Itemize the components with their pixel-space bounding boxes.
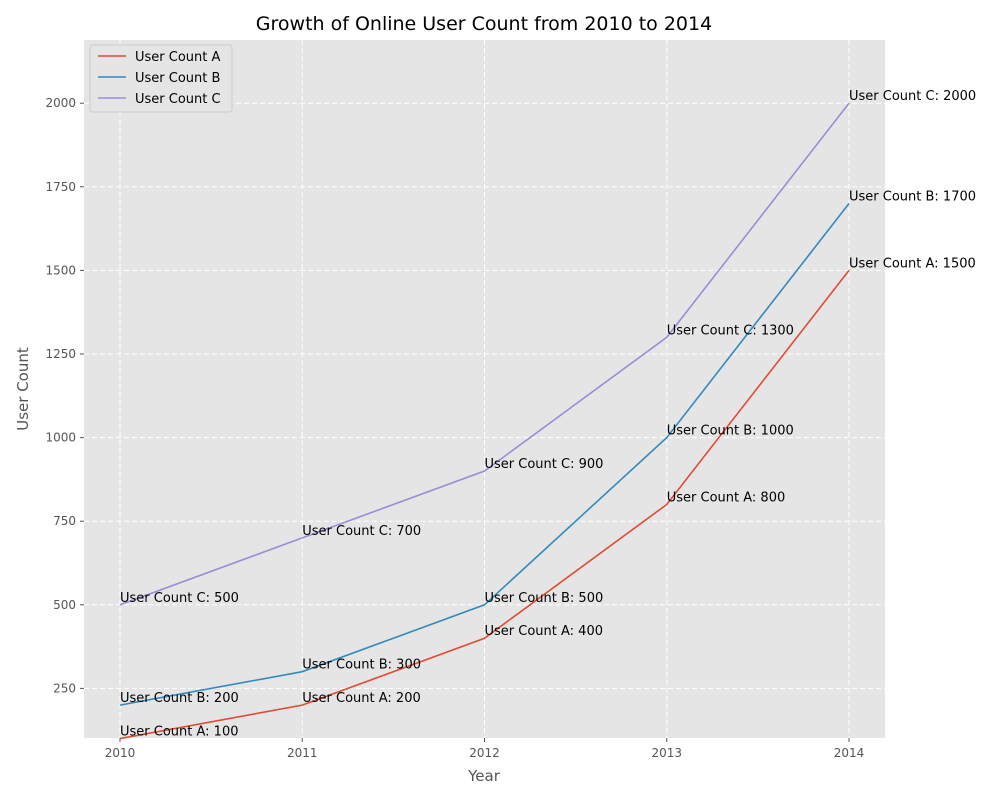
data-label: User Count C: 900	[485, 457, 604, 472]
x-tick-label: 2014	[834, 746, 865, 760]
y-tick-label: 1000	[45, 431, 76, 445]
y-axis-title: User Count	[14, 347, 32, 431]
series-lines	[119, 102, 850, 740]
series-line-0	[119, 269, 850, 740]
data-label: User Count A: 400	[485, 624, 604, 639]
legend-box	[89, 44, 233, 113]
chart-title: Growth of Online User Count from 2010 to…	[256, 13, 712, 35]
legend-label: User Count B	[135, 71, 220, 86]
data-label: User Count B: 500	[485, 591, 604, 606]
data-label: User Count A: 200	[302, 691, 421, 706]
series-line-2	[119, 102, 850, 606]
data-label: User Count B: 1700	[849, 190, 976, 205]
data-label: User Count A: 100	[120, 725, 239, 740]
x-axis-title: Year	[467, 767, 501, 785]
x-axis-ticks: 2010 2011 2012 2013 2014	[105, 738, 865, 760]
data-label: User Count B: 200	[120, 691, 239, 706]
x-tick-label: 2012	[469, 746, 500, 760]
y-axis-ticks: 250 500 750 1000 1250 1500 1750 2000	[45, 96, 84, 695]
x-tick-label: 2013	[651, 746, 682, 760]
data-labels: User Count A: 100 User Count A: 200 User C…	[120, 89, 976, 739]
legend-label: User Count C	[135, 92, 221, 107]
data-label: User Count A: 1500	[849, 256, 976, 271]
y-tick-label: 1500	[45, 263, 76, 277]
data-label: User Count C: 1300	[667, 323, 794, 338]
data-label: User Count C: 500	[120, 591, 239, 606]
legend-label: User Count A	[135, 50, 221, 65]
y-tick-label: 1750	[45, 180, 76, 194]
data-label: User Count B: 300	[302, 658, 421, 673]
series-line-1	[119, 203, 850, 706]
y-tick-label: 750	[53, 514, 76, 528]
data-label: User Count C: 2000	[849, 89, 976, 104]
y-tick-label: 1250	[45, 347, 76, 361]
y-tick-label: 2000	[45, 96, 76, 110]
x-tick-label: 2010	[105, 746, 136, 760]
x-tick-label: 2011	[287, 746, 318, 760]
data-label: User Count A: 800	[667, 490, 786, 505]
data-label: User Count C: 700	[302, 524, 421, 539]
y-tick-label: 250	[53, 681, 76, 695]
legend: User Count A User Count B User Count C	[89, 44, 233, 113]
y-tick-label: 500	[53, 598, 76, 612]
grid-lines	[84, 40, 885, 738]
data-label: User Count B: 1000	[667, 424, 794, 439]
